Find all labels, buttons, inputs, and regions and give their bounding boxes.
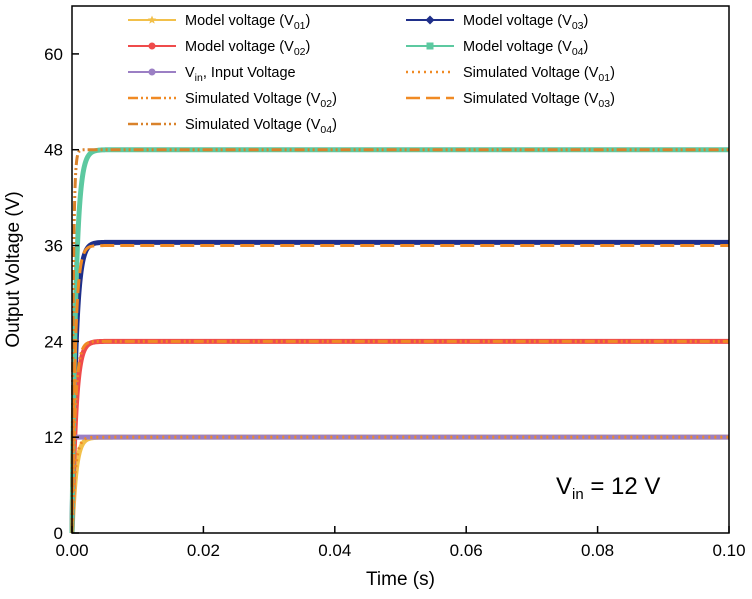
x-tick-label: 0.10 bbox=[712, 541, 745, 560]
legend-item-2: Model voltage (V03) bbox=[406, 13, 588, 32]
legend-label: Simulated Voltage (V02) bbox=[185, 91, 337, 110]
legend-label: Simulated Voltage (V01) bbox=[463, 65, 615, 84]
annotation-rest: = 12 V bbox=[584, 473, 661, 500]
axis-ticks: 0.00 0.02 0.04 0.06 0.08 0.10 0 12 24 36 48 60 bbox=[44, 45, 745, 560]
legend-label: Simulated Voltage (V03) bbox=[463, 91, 615, 110]
legend-label: Model voltage (V02) bbox=[185, 39, 310, 58]
series-line-6 bbox=[70, 435, 729, 535]
x-axis-title: Time (s) bbox=[366, 569, 435, 590]
series-line-9 bbox=[70, 148, 729, 534]
legend-label: Vin, Input Voltage bbox=[185, 65, 296, 84]
x-tick-label: 0.08 bbox=[581, 541, 614, 560]
legend-item-6: Simulated Voltage (V01) bbox=[406, 65, 615, 84]
legend-item-4: Model voltage (V04) bbox=[406, 39, 588, 58]
annotation-subscript: in bbox=[572, 486, 584, 503]
legend-item-8: Simulated Voltage (V03) bbox=[406, 91, 615, 110]
x-tick-label: 0.02 bbox=[187, 541, 220, 560]
x-tick-label: 0.06 bbox=[450, 541, 483, 560]
y-tick-label: 36 bbox=[44, 237, 63, 256]
y-tick-label: 24 bbox=[44, 332, 63, 351]
annotation-main: V bbox=[556, 473, 572, 500]
legend-marker bbox=[426, 42, 434, 50]
legend-marker bbox=[425, 15, 435, 25]
series-line-7 bbox=[70, 339, 729, 535]
legend-item-9: Simulated Voltage (V04) bbox=[128, 117, 337, 136]
y-axis-title: Output Voltage (V) bbox=[3, 191, 24, 347]
legend-marker bbox=[148, 68, 156, 76]
legend-item-5: Vin, Input Voltage bbox=[128, 65, 296, 84]
legend: Model voltage (V01) Model voltage (V03) Mo… bbox=[128, 13, 615, 136]
y-tick-label: 0 bbox=[54, 524, 63, 543]
legend-label: Model voltage (V03) bbox=[463, 13, 588, 32]
series-line-8 bbox=[70, 244, 729, 535]
x-tick-label: 0.04 bbox=[318, 541, 351, 560]
legend-label: Model voltage (V01) bbox=[185, 13, 310, 32]
legend-item-1: Model voltage (V01) bbox=[128, 13, 310, 32]
y-tick-label: 60 bbox=[44, 45, 63, 64]
input-voltage-annotation: Vin = 12 V bbox=[556, 473, 660, 503]
legend-label: Model voltage (V04) bbox=[463, 39, 588, 58]
x-tick-label: 0.00 bbox=[55, 541, 88, 560]
legend-marker bbox=[147, 15, 157, 24]
plot-frame bbox=[71, 5, 730, 534]
legend-item-7: Simulated Voltage (V02) bbox=[128, 91, 337, 110]
legend-item-3: Model voltage (V02) bbox=[128, 39, 310, 58]
legend-label: Simulated Voltage (V04) bbox=[185, 117, 337, 136]
y-tick-label: 12 bbox=[44, 428, 63, 447]
y-tick-label: 48 bbox=[44, 141, 63, 160]
legend-marker bbox=[148, 42, 156, 50]
series-layer bbox=[69, 147, 729, 536]
